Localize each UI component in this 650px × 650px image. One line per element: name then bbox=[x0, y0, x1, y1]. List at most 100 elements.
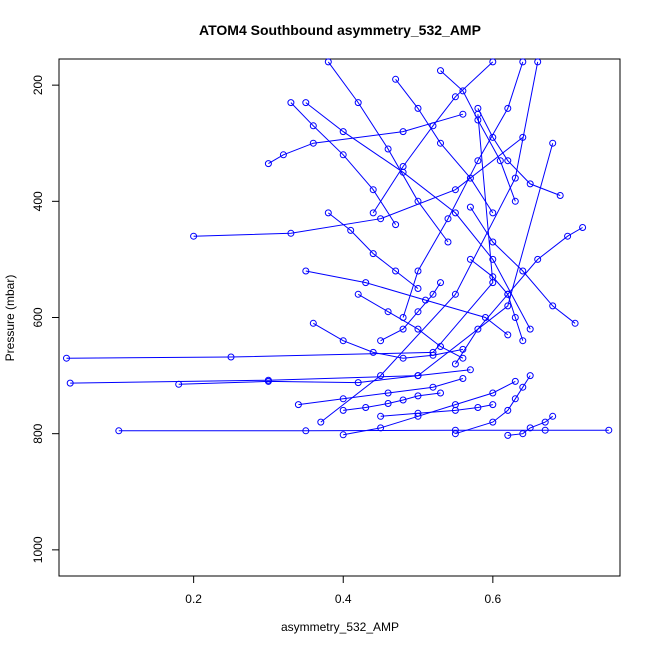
data-point bbox=[414, 372, 422, 380]
data-point bbox=[459, 354, 467, 362]
data-point bbox=[489, 418, 497, 426]
series-1 bbox=[317, 58, 542, 426]
data-point bbox=[451, 290, 459, 298]
data-point bbox=[392, 75, 400, 83]
y-tick-label: 200 bbox=[31, 75, 45, 95]
data-point bbox=[526, 424, 534, 432]
data-point bbox=[317, 418, 325, 426]
data-point bbox=[362, 279, 370, 287]
data-point bbox=[414, 104, 422, 112]
x-tick-label: 0.4 bbox=[335, 592, 352, 606]
data-point bbox=[399, 354, 407, 362]
plot-frame bbox=[58, 58, 621, 577]
series-line bbox=[380, 404, 493, 417]
series-line bbox=[469, 206, 576, 324]
data-point bbox=[437, 389, 444, 397]
series-19 bbox=[309, 319, 467, 362]
data-point bbox=[302, 267, 310, 275]
data-point bbox=[466, 255, 474, 263]
data-point bbox=[63, 354, 70, 362]
data-point bbox=[339, 151, 347, 159]
y-tick-label: 400 bbox=[31, 191, 45, 211]
series-21 bbox=[392, 75, 497, 217]
data-point bbox=[437, 279, 444, 287]
data-point bbox=[377, 412, 385, 420]
data-point bbox=[451, 360, 459, 368]
data-point bbox=[451, 209, 459, 217]
series-line bbox=[327, 212, 419, 289]
series-line bbox=[380, 282, 441, 342]
series-27 bbox=[504, 412, 557, 439]
data-point bbox=[437, 343, 444, 350]
data-point bbox=[466, 203, 474, 211]
data-point bbox=[399, 396, 407, 404]
data-point bbox=[377, 372, 385, 380]
data-point bbox=[369, 348, 377, 356]
data-point bbox=[175, 380, 183, 388]
series-2 bbox=[63, 110, 497, 362]
series-line bbox=[70, 143, 554, 384]
series-line bbox=[402, 61, 524, 318]
y-tick-label: 600 bbox=[31, 307, 45, 327]
data-point bbox=[399, 128, 407, 136]
data-point bbox=[347, 226, 355, 234]
data-point bbox=[466, 366, 474, 374]
data-point bbox=[444, 215, 452, 223]
data-point bbox=[489, 273, 497, 281]
data-point bbox=[549, 412, 557, 420]
data-point bbox=[414, 409, 422, 417]
data-point bbox=[459, 110, 467, 118]
data-point bbox=[451, 186, 459, 194]
data-point bbox=[511, 174, 519, 182]
data-point bbox=[526, 372, 534, 380]
data-point bbox=[504, 104, 512, 112]
data-point bbox=[534, 255, 542, 263]
data-point bbox=[429, 290, 437, 298]
data-point bbox=[541, 418, 549, 426]
data-point bbox=[190, 232, 198, 240]
data-point bbox=[392, 221, 400, 229]
data-point bbox=[459, 375, 467, 382]
data-point bbox=[414, 325, 422, 333]
data-point bbox=[511, 377, 519, 385]
series-22 bbox=[437, 67, 519, 205]
data-point bbox=[504, 290, 512, 298]
data-point bbox=[279, 151, 287, 159]
x-axis: 0.2 0.4 0.6 bbox=[185, 575, 502, 606]
data-point bbox=[511, 197, 519, 205]
series-line bbox=[305, 270, 509, 336]
series-layer bbox=[63, 58, 613, 439]
data-point bbox=[489, 58, 497, 66]
series-line bbox=[372, 61, 494, 214]
data-point bbox=[519, 430, 527, 438]
data-point bbox=[384, 145, 392, 153]
data-point bbox=[384, 389, 392, 397]
data-point bbox=[605, 426, 613, 434]
data-point bbox=[399, 163, 407, 170]
series-line bbox=[66, 114, 494, 359]
data-point bbox=[339, 431, 347, 439]
series-13 bbox=[369, 58, 497, 217]
data-point bbox=[294, 401, 302, 409]
series-28 bbox=[339, 389, 444, 414]
series-line bbox=[193, 137, 524, 237]
data-point bbox=[354, 379, 362, 387]
data-point bbox=[287, 229, 295, 237]
data-point bbox=[459, 87, 467, 95]
data-point bbox=[519, 267, 527, 275]
series-23 bbox=[399, 58, 527, 321]
data-point bbox=[309, 122, 317, 130]
series-line bbox=[395, 78, 494, 214]
data-point bbox=[339, 128, 347, 136]
series-line bbox=[320, 61, 539, 423]
series-12 bbox=[324, 58, 452, 246]
data-point bbox=[511, 395, 519, 403]
data-point bbox=[526, 325, 534, 333]
series-6 bbox=[264, 110, 467, 168]
data-point bbox=[377, 215, 385, 223]
series-line bbox=[470, 259, 524, 341]
data-point bbox=[504, 406, 512, 414]
data-point bbox=[309, 139, 317, 147]
data-point bbox=[496, 157, 504, 165]
data-point bbox=[504, 431, 512, 439]
